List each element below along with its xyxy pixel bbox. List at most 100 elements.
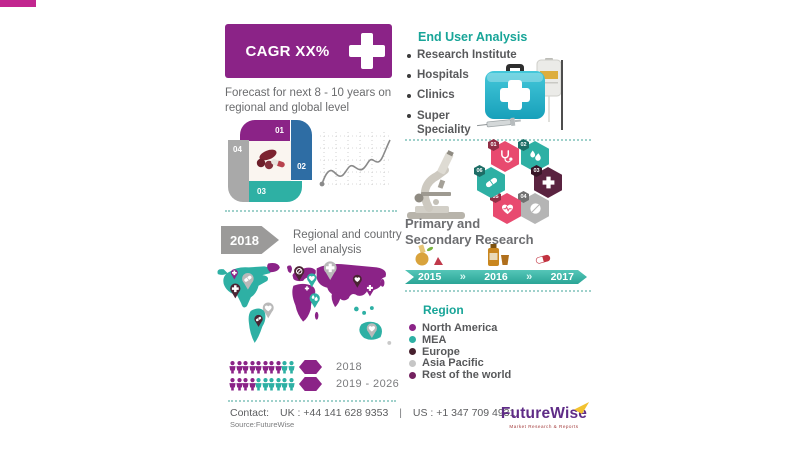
microscope-illustration [407, 150, 465, 219]
capsule-product-icon [535, 254, 551, 264]
population-year: 2018 [336, 361, 363, 373]
map-pin [309, 293, 320, 309]
legend-item: Europe [409, 346, 511, 358]
map-pin [352, 274, 362, 288]
heart-icon [354, 277, 361, 283]
cross-icon [542, 176, 554, 189]
population-row: 2018 [229, 360, 399, 374]
pills-illustration [256, 149, 285, 170]
step-segment-04: 04 [228, 140, 249, 202]
plus-cross-icon [349, 45, 385, 57]
heart-icon [308, 276, 315, 282]
research-hexagon: 02 [518, 139, 549, 172]
hexagon-number: 04 [518, 191, 529, 203]
person-icon [281, 360, 288, 373]
contact-us: US : +1 347 709 4931 [412, 407, 516, 419]
legend-item: MEA [409, 334, 511, 346]
cagr-banner: CAGR XX% [225, 24, 392, 78]
step-segment-01: 01 [240, 120, 290, 141]
drops-icon [529, 150, 541, 161]
person-icon [255, 360, 262, 373]
person-icon [242, 377, 249, 390]
hexagon-number: 03 [531, 165, 542, 177]
syringe-icon [477, 117, 521, 128]
research-hexagon: 01 [488, 139, 519, 172]
bullet-icon [407, 94, 411, 98]
person-icon [274, 377, 282, 390]
contact-info: Contact: UK : +44 141 628 9353 | US : +1… [230, 407, 515, 419]
map-pin [366, 323, 377, 339]
step-number: 03 [257, 187, 266, 196]
bullet-icon [407, 114, 411, 118]
capsule-icon [255, 316, 262, 322]
research-title-line1: Primary and [405, 216, 481, 231]
map-pin [323, 261, 337, 280]
cross-icon [304, 286, 310, 291]
contact-label: Contact: [230, 407, 270, 419]
end-user-item-label: Hospitals [417, 69, 469, 81]
dotted-divider [405, 290, 591, 292]
first-aid-kit-illustration [477, 58, 562, 128]
person-icon [287, 360, 295, 373]
map-pins [230, 261, 377, 339]
region-title: Region [423, 303, 464, 317]
end-user-item-label: Clinics [417, 89, 455, 101]
research-hexagon: 06 [474, 165, 505, 198]
map-pin [303, 285, 311, 295]
heartbeat-icon [501, 204, 513, 215]
end-user-item: Hospitals [407, 69, 517, 89]
legend-dot [409, 324, 416, 332]
map-pin [230, 269, 238, 280]
hexagon-marker [299, 377, 322, 391]
research-title-line2: Secondary Research [405, 232, 534, 247]
hexagon-number: 05 [490, 191, 501, 203]
step-number: 01 [275, 126, 284, 135]
white-cross-icon [500, 80, 530, 110]
cross-icon [325, 263, 335, 273]
chevron-icon: » [459, 271, 466, 283]
map-pin [365, 283, 375, 297]
heart-icon [368, 326, 376, 332]
hexagon-number: 02 [518, 139, 529, 151]
cross-icon [366, 284, 373, 291]
timeline-year: 2017 [550, 271, 574, 283]
legend-dot [409, 371, 416, 379]
chevron-icon: » [526, 271, 533, 283]
source-note: Source:FutureWise [230, 420, 295, 429]
medicine-bottle-icon [488, 244, 509, 266]
person-icon [248, 360, 256, 373]
tablet-icon [529, 203, 541, 214]
capsule-icon [244, 275, 252, 282]
person-icon [248, 377, 256, 390]
research-title: Primary and Secondary Research [405, 216, 534, 248]
legend-label: North America [422, 321, 498, 334]
trend-chart [319, 132, 391, 187]
region-legend: North America MEA Europe Asia Pacific Re… [409, 322, 511, 381]
bullet-icon [407, 54, 411, 58]
step-number: 04 [233, 145, 242, 154]
cross-icon [231, 270, 237, 276]
legend-item: Asia Pacific [409, 357, 511, 369]
person-icon [235, 360, 243, 373]
end-user-item-label: Super Speciality [417, 110, 471, 137]
research-hexagon: 04 [518, 191, 549, 224]
year-arrow: 2018 [221, 226, 279, 254]
dotted-divider [228, 400, 396, 402]
end-user-item: Research Institute [407, 49, 517, 69]
legend-label: MEA [422, 333, 447, 346]
map-pin [242, 272, 254, 290]
legend-item: Rest of the world [409, 369, 511, 381]
corner-accent [0, 0, 36, 7]
end-user-list: Research Institute Hospitals Clinics Sup… [407, 49, 517, 138]
end-user-analysis-title: End User Analysis [418, 30, 528, 44]
people-icons [229, 377, 295, 391]
research-hexagon: 05 [490, 191, 521, 224]
population-year: 2019 - 2026 [336, 378, 400, 390]
person-icon [229, 377, 236, 390]
step-segment-02: 02 [291, 120, 312, 180]
hexagon-number: 06 [474, 165, 485, 177]
map-pin [230, 283, 241, 299]
contact-uk: UK : +44 141 628 9353 [280, 407, 389, 419]
stethoscope-icon [500, 150, 512, 163]
end-user-item-label: Research Institute [417, 49, 517, 61]
